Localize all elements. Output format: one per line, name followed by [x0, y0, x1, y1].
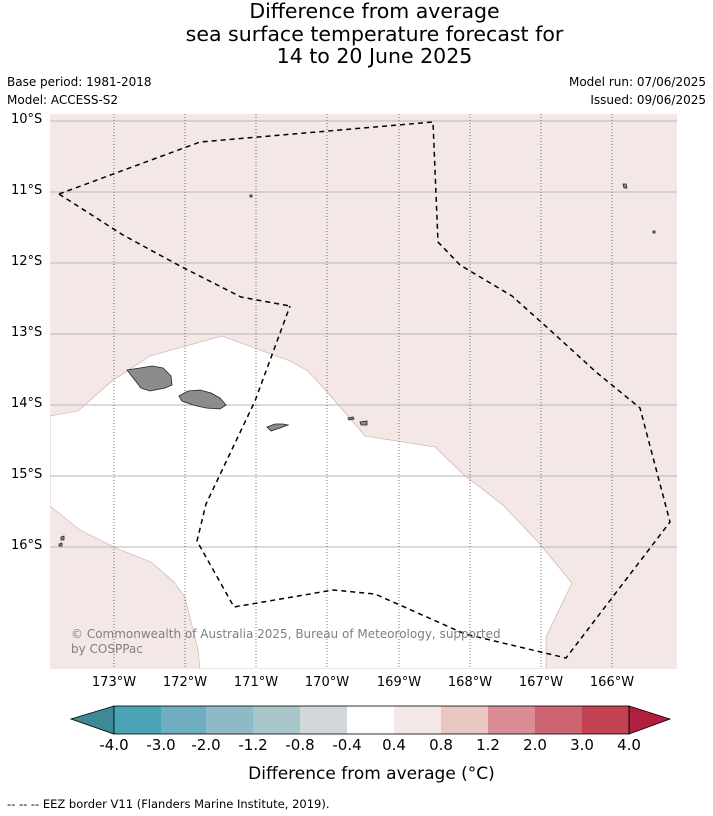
colorbar-label: -0.8 — [285, 736, 315, 754]
colorbar-bin-11 — [582, 706, 629, 734]
lon-label-169w: 169°W — [376, 675, 422, 690]
eez-border-west — [58, 193, 291, 307]
manua-island-2 — [359, 420, 368, 426]
colorbar-bin-2 — [161, 706, 206, 734]
lat-label-13s: 13°S — [11, 325, 43, 340]
colorbar-label: 3.0 — [570, 736, 594, 754]
lon-label-172w: 172°W — [162, 675, 208, 690]
copyright-line-2: by COSPPac — [71, 642, 143, 656]
colorbar-extend-high — [628, 705, 672, 735]
colorbar-label: -0.4 — [332, 736, 362, 754]
colorbar-bin-4 — [253, 706, 300, 734]
island-lower-left — [60, 535, 65, 541]
lat-label-12s: 12°S — [11, 254, 43, 269]
title-line-2: sea surface temperature forecast for — [185, 21, 564, 46]
copyright-notice: © Commonwealth of Australia 2025, Bureau… — [71, 627, 501, 657]
chart-title: Difference from average sea surface temp… — [0, 0, 713, 68]
meta-right: Model run: 07/06/2025 Issued: 09/06/2025 — [569, 73, 706, 109]
swains-island — [249, 194, 253, 198]
meta-left: Base period: 1981-2018 Model: ACCESS-S2 — [7, 73, 152, 109]
colorbar-frame — [113, 705, 630, 735]
lat-label-10s: 10°S — [11, 112, 43, 127]
manua-island-1 — [347, 416, 355, 421]
tutuila-island — [266, 423, 290, 432]
lon-gridlines — [113, 114, 613, 669]
colorbar-bin-6 — [347, 706, 394, 734]
lon-label-171w: 171°W — [233, 675, 279, 690]
model-run: Model run: 07/06/2025 — [568, 75, 706, 89]
title-line-1: Difference from average — [249, 0, 500, 23]
islands — [58, 183, 656, 547]
lon-label-170w: 170°W — [304, 675, 350, 690]
lat-gridlines — [50, 120, 677, 548]
colorbar-label: -1.2 — [238, 736, 268, 754]
colorbar-bin-3 — [206, 706, 253, 734]
colorbar-extend-low — [69, 705, 115, 735]
copyright-line-1: © Commonwealth of Australia 2025, Bureau… — [71, 627, 501, 641]
eez-borders — [58, 121, 671, 659]
lon-label-173w: 173°W — [91, 675, 137, 690]
colorbar-label: -3.0 — [146, 736, 176, 754]
savaii-island — [126, 365, 173, 392]
colorbar-bin-10 — [535, 706, 582, 734]
lat-label-15s: 15°S — [11, 467, 43, 482]
issued-date: Issued: 09/06/2025 — [590, 93, 706, 107]
colorbar-label: 4.0 — [617, 736, 641, 754]
colorbar-label: 2.0 — [523, 736, 547, 754]
lon-label-168w: 168°W — [447, 675, 493, 690]
colorbar-title: Difference from average (°C) — [248, 764, 495, 784]
colorbar-label: 0.8 — [429, 736, 453, 754]
colorbar-bin-1 — [114, 706, 161, 734]
colorbar-bin-5 — [300, 706, 347, 734]
lon-label-167w: 167°W — [518, 675, 564, 690]
colorbar-label: 1.2 — [476, 736, 500, 754]
tokelau-island-1 — [622, 183, 628, 189]
colorbar-label: -2.0 — [191, 736, 221, 754]
map-area — [50, 114, 677, 669]
colorbar-label: 0.4 — [382, 736, 406, 754]
lat-label-16s: 16°S — [11, 538, 43, 553]
model-name: Model: ACCESS-S2 — [7, 93, 119, 107]
colorbar-bin-8 — [441, 706, 488, 734]
colorbar — [69, 705, 672, 735]
lat-label-14s: 14°S — [11, 396, 43, 411]
lon-label-166w: 166°W — [589, 675, 635, 690]
colorbar-bin-7 — [394, 706, 441, 734]
lat-label-11s: 11°S — [11, 183, 43, 198]
eez-border-tokelau — [58, 121, 671, 659]
colorbar-label: -4.0 — [99, 736, 129, 754]
eez-footnote: -- -- -- EEZ border V11 (Flanders Marine… — [7, 797, 330, 811]
tokelau-island-2 — [652, 230, 656, 234]
island-lower-left-2 — [58, 542, 63, 547]
neutral-anomaly-region — [50, 335, 573, 669]
base-period: Base period: 1981-2018 — [7, 75, 152, 89]
colorbar-bin-9 — [488, 706, 535, 734]
title-line-3: 14 to 20 June 2025 — [276, 44, 473, 68]
upolu-island — [178, 389, 227, 410]
